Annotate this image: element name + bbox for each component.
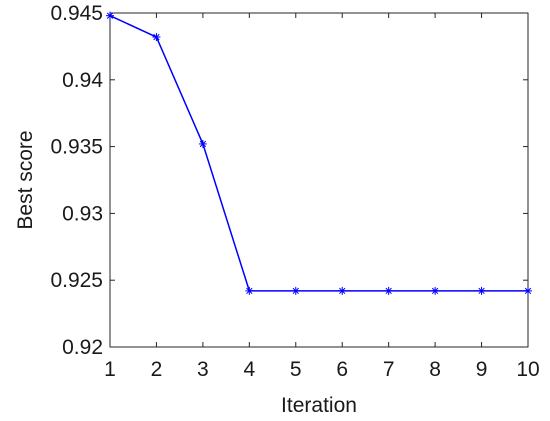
series-line: [109, 14, 528, 292]
y-axis-ticks: 0.92 0.925 0.93 0.935 0.94 0.945: [50, 2, 528, 359]
data-point-marker: [245, 286, 254, 295]
data-point-marker: [198, 139, 207, 148]
y-tick-label: 0.92: [62, 336, 103, 359]
plot-area: [109, 12, 529, 348]
x-axis-label: Iteration: [281, 394, 357, 417]
y-axis-label: Best score: [14, 130, 37, 229]
x-tick-label: 7: [383, 358, 395, 381]
x-axis-ticks: 1 2 3 4 5 6 7 8 9 10: [104, 13, 540, 381]
data-point-marker: [106, 11, 114, 20]
data-point-marker: [477, 286, 486, 295]
data-point-marker: [152, 33, 161, 42]
series-markers: [106, 11, 532, 295]
x-tick-label: 1: [104, 358, 116, 381]
data-point-marker: [431, 286, 440, 295]
x-tick-label: 5: [290, 358, 302, 381]
x-tick-label: 4: [243, 358, 255, 381]
x-tick-label: 6: [336, 358, 348, 381]
x-tick-label: 2: [151, 358, 163, 381]
data-point-marker: [384, 286, 393, 295]
y-tick-label: 0.93: [62, 202, 103, 225]
x-tick-label: 8: [429, 358, 441, 381]
x-tick-label: 3: [197, 358, 209, 381]
x-tick-label: 9: [476, 358, 488, 381]
data-point-marker: [338, 286, 347, 295]
data-point-marker: [524, 286, 532, 295]
y-tick-label: 0.94: [62, 69, 103, 92]
x-tick-label: 10: [516, 358, 539, 381]
y-tick-label: 0.925: [50, 269, 103, 292]
y-tick-label: 0.935: [50, 136, 103, 159]
data-point-marker: [291, 286, 300, 295]
y-tick-label: 0.945: [50, 2, 103, 25]
